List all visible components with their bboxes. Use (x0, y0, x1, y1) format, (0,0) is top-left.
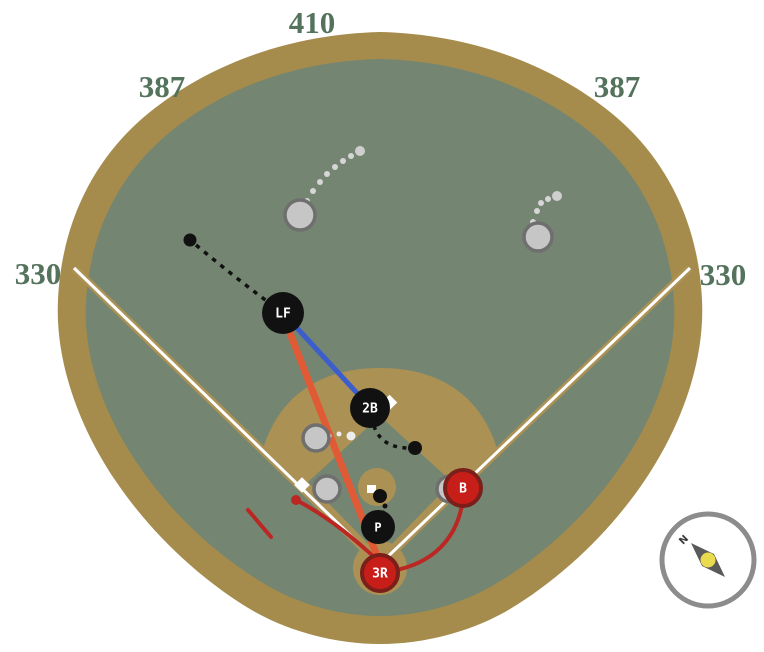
field (57, 32, 703, 644)
rf-trail-dot (538, 200, 544, 206)
distance-right-line: 330 (700, 257, 747, 292)
marker-pitcher[interactable]: P (361, 510, 395, 544)
marker-batter-runner[interactable]: B (443, 468, 483, 508)
rf-trail-dot (545, 196, 551, 202)
2b-route-trail (372, 425, 408, 450)
lf-marker-circle (262, 292, 304, 334)
player-markers: LF 2B P B 3R (262, 292, 483, 593)
lf-marker-label: LF (275, 307, 291, 322)
cf-trail-dot (340, 158, 346, 164)
b-marker-circle (443, 468, 483, 508)
3r-marker-circle (360, 553, 400, 593)
b-marker-label: B (459, 482, 467, 497)
p-start-dot (373, 489, 387, 503)
shortstop-dot[interactable] (301, 423, 331, 453)
right-fielder-dot[interactable] (522, 221, 554, 253)
3r-marker-label: 3R (372, 567, 388, 582)
cf-trail-dot (324, 171, 330, 177)
2b-marker-label: 2B (362, 402, 378, 417)
marker-second-baseman[interactable]: 2B (350, 388, 390, 428)
marker-left-fielder[interactable]: LF (262, 292, 304, 334)
compass: N (659, 511, 757, 609)
third-baseman-dot[interactable] (312, 474, 342, 504)
2b-start-dot (408, 441, 422, 455)
right-foul-line (378, 266, 692, 566)
distance-left-alley: 387 (139, 69, 186, 104)
p-marker-label: P (374, 521, 381, 535)
p-trail-dot (382, 503, 388, 509)
runner3-path-third-to-home (294, 498, 379, 562)
extra-red-segment (246, 508, 273, 539)
lf-start-dot (183, 233, 197, 247)
cf-start-dot (355, 146, 365, 156)
cf-trail-dot (348, 153, 354, 159)
relay-line-lf-to-2b (283, 313, 371, 408)
distance-left-line: 330 (15, 256, 62, 291)
rf-start-dot (552, 191, 562, 201)
left-foul-line (72, 266, 382, 566)
2b-marker-circle (350, 388, 390, 428)
distance-center: 410 (289, 5, 336, 40)
ss-start-dot (346, 431, 356, 441)
fielder-trails (183, 146, 562, 516)
compass-center-dot (700, 552, 716, 568)
cf-trail-dot (310, 188, 316, 194)
ss-trail-dot (336, 431, 342, 437)
cf-trail-dot (317, 179, 323, 185)
distance-labels: 410 387 387 330 330 (15, 5, 747, 292)
pitcher-rubber (367, 485, 376, 493)
outfield-grass (85, 59, 675, 616)
distance-right-alley: 387 (594, 69, 641, 104)
cf-trail-dot (332, 164, 338, 170)
rf-trail-dot (534, 208, 540, 214)
marker-third-base-runner[interactable]: 3R (360, 553, 400, 593)
lf-route-trail (194, 243, 270, 304)
p-marker-circle (361, 510, 395, 544)
center-fielder-dot[interactable] (283, 198, 317, 232)
